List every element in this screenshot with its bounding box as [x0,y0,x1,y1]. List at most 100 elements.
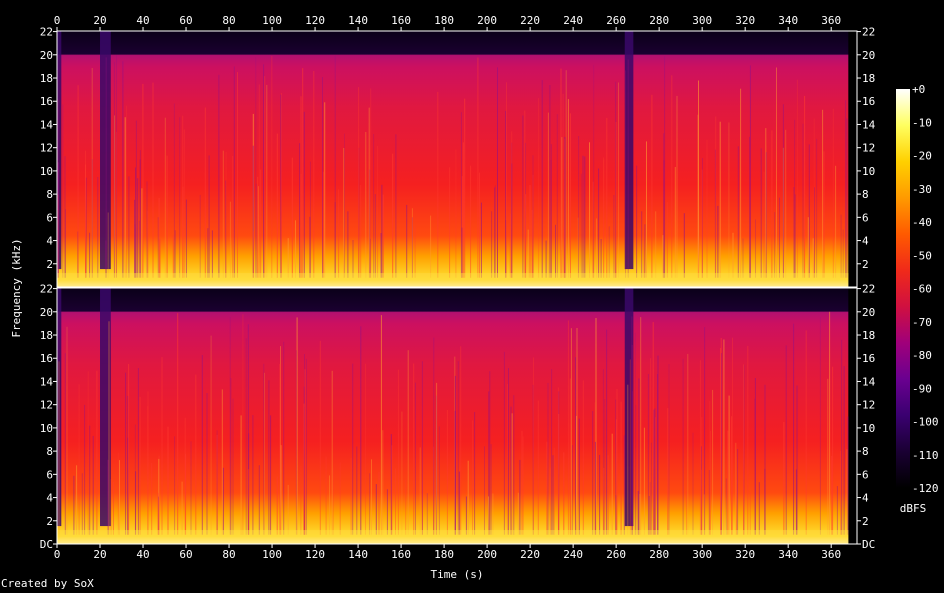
spectral-streak [299,143,301,278]
spectral-streak [841,476,843,535]
spectral-streak [701,417,703,535]
spectral-streak [795,469,797,535]
spectral-streak [506,82,507,278]
spectral-streak [183,129,185,278]
x-tick-label-bottom: 20 [93,548,106,561]
spectral-streak [836,486,838,535]
spectral-streak [161,357,163,535]
spectral-streak [683,213,685,278]
spectral-streak [122,61,124,278]
post-end-silence [848,288,857,544]
spectral-streak [435,395,437,535]
spectral-streak [185,453,187,535]
spectral-streak [743,364,745,535]
spectral-streak [511,163,513,278]
y-tick-label-left: 12 [40,142,53,155]
x-tick-label-bottom: 120 [305,548,325,561]
spectral-streak [58,361,60,535]
spectral-streak [575,357,576,535]
y-tick-label-left: 6 [46,468,53,481]
spectral-streak [728,395,730,535]
spectral-streak [813,118,815,278]
x-tick-label-bottom: 280 [649,548,669,561]
spectral-streak [139,159,141,278]
spectral-streak [508,368,509,535]
spectral-streak [793,323,795,535]
spectral-streak [631,316,633,535]
spectral-streak [221,389,223,535]
spectral-streak [846,449,848,535]
spectral-streak [793,187,795,278]
spectral-streak [378,471,380,535]
spectral-streak [735,442,737,535]
spectral-streak [489,371,491,535]
spectral-streak [631,391,633,535]
spectral-streak [749,65,751,278]
spectral-streak [110,478,112,535]
spectral-streak [627,384,629,535]
spectral-streak [519,459,521,535]
x-tick-label-bottom: 240 [563,548,583,561]
spectral-streak [796,385,798,535]
spectral-streak [728,122,730,278]
spectral-streak [637,490,639,535]
spectral-streak [474,412,476,535]
spectral-streak [831,455,833,535]
spectral-streak [509,213,511,278]
spectral-streak [152,82,154,278]
spectral-streak [237,72,238,278]
spectral-streak [97,177,99,278]
spectral-streak [135,471,137,535]
spectral-streak [812,238,814,278]
spectral-streak [725,478,727,535]
spectral-streak [313,71,315,278]
spectral-streak [560,68,562,278]
spectral-streak [563,228,565,278]
spectral-streak [113,61,115,278]
spectral-streak [602,369,604,535]
spectral-streak [147,406,149,535]
spectral-streak [599,454,601,535]
spectral-streak [546,441,548,535]
spectral-streak [208,155,210,278]
spectral-streak [331,370,333,535]
channel-panels [56,30,858,545]
y-tick-label-right: 20 [862,306,875,319]
spectral-streak [368,107,370,278]
spectral-streak [138,220,140,278]
spectral-streak [167,426,169,535]
spectral-streak [124,117,126,278]
spectral-streak [397,369,399,535]
spectral-streak [550,159,552,278]
spectral-streak [763,171,765,278]
spectral-streak [497,67,498,278]
spectral-streak [598,168,600,278]
spectral-streak [804,95,806,278]
spectral-streak [827,378,829,535]
x-tick-label-top: 100 [262,14,282,27]
spectral-streak [663,133,665,278]
spectral-streak [139,396,141,535]
panel-border [56,30,858,288]
y-tick-label-left: 4 [46,492,53,505]
spectral-streak [309,161,311,278]
spectral-streak [300,173,302,278]
spectral-streak [490,444,492,535]
spectral-streak [580,173,582,278]
spectral-streak [631,345,633,535]
spectral-streak [550,144,552,278]
colorbar-tick-label: -80 [912,349,932,362]
spectral-streak [603,467,605,535]
spectral-streak [270,415,272,535]
spectral-streak [230,378,232,535]
spectral-streak [182,115,184,278]
spectral-streak [510,406,512,535]
spectral-energy [57,31,849,287]
spectral-streak [755,219,756,278]
low-frequency-band [57,273,849,287]
y-tick-label-right: 6 [862,468,869,481]
spectral-streak [650,442,652,535]
spectral-streak [395,468,396,535]
spectral-streak [382,194,384,278]
spectral-streak [692,432,694,535]
